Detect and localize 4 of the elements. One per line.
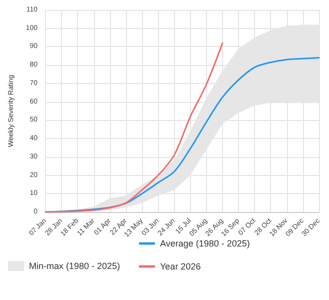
legend-label: Average (1980 - 2025)	[160, 238, 250, 248]
legend-label: Year 2026	[160, 262, 201, 272]
text: Min-max (1980 - 2025)	[29, 261, 120, 271]
line-series	[44, 42, 224, 213]
